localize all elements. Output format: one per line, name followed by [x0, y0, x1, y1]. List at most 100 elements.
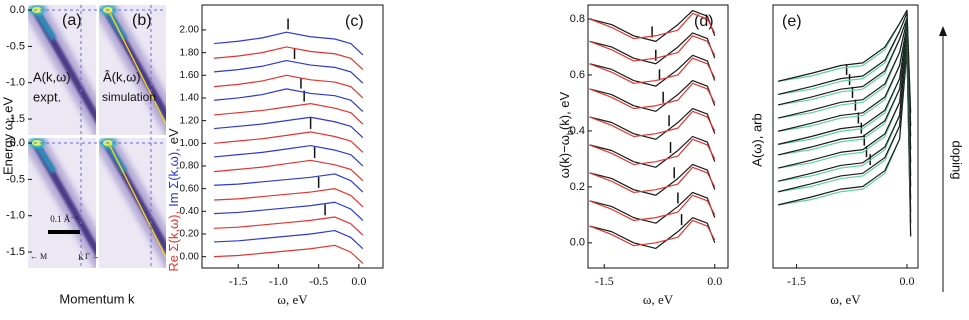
annotation: doping — [950, 140, 965, 179]
series-line — [214, 144, 364, 167]
panel-label: (a) — [62, 12, 82, 29]
y-tick-label: -1.5 — [6, 246, 25, 258]
x-axis-label: ω, eV — [830, 292, 861, 307]
y-tick-label: 1.00 — [180, 138, 200, 149]
y-tick-label: 0.60 — [180, 183, 200, 194]
y-tick-label: -0.5 — [6, 40, 25, 52]
y-tick-label: 0.0 — [570, 237, 585, 249]
x-tick-label: 0.0 — [707, 274, 722, 288]
series-line — [778, 9, 912, 113]
panel-label: (d) — [694, 13, 714, 30]
x-tick-label: 0.0 — [351, 274, 366, 288]
x-tick-label: -1.5 — [229, 274, 248, 288]
annotation: simulation — [102, 90, 156, 104]
series-line — [589, 12, 716, 40]
series-line — [214, 31, 364, 56]
x-tick-label: -1.5 — [787, 274, 806, 288]
y-axis-label-part: Im Σ(k,ω), — [166, 148, 181, 207]
x-axis-label: ω, eV — [643, 292, 674, 307]
x-axis-label: ω, eV — [277, 292, 308, 307]
y-tick-label: 0.40 — [180, 206, 200, 217]
series-line — [214, 131, 364, 153]
plot-frame — [587, 4, 729, 269]
series-line — [589, 166, 716, 194]
series-line — [589, 194, 716, 222]
series-line — [778, 17, 912, 137]
series-line — [214, 116, 364, 139]
y-tick-label: 1.20 — [180, 115, 200, 126]
annotation: Γ → — [85, 252, 100, 261]
y-tick-label: 1.60 — [180, 70, 200, 81]
panel-label: (c) — [345, 13, 364, 30]
series-line — [778, 28, 912, 176]
annotation: Â(k,ω) — [103, 69, 141, 84]
y-tick-label: 2.00 — [180, 25, 200, 36]
series-line — [589, 35, 716, 62]
y-tick-label: 0.20 — [180, 229, 200, 240]
y-axis-label: Energy ω, eV — [0, 97, 15, 175]
y-tick-label: 0.00 — [180, 251, 200, 262]
series-line — [778, 25, 912, 163]
annotation: K — [78, 253, 84, 262]
y-tick-label: -1.5 — [6, 113, 25, 125]
x-axis-label: Momentum k — [59, 291, 135, 306]
series-line — [778, 41, 912, 213]
plot-frame — [772, 4, 919, 269]
x-tick-label: -0.5 — [309, 274, 328, 288]
panel-label: (b) — [132, 12, 152, 29]
series-line — [214, 88, 364, 112]
series-line — [214, 59, 364, 84]
y-tick-label: -1.0 — [6, 77, 25, 89]
annotation: expt. — [33, 89, 61, 104]
y-tick-label: 0.8 — [570, 13, 585, 25]
y-tick-label: 0.0 — [10, 137, 25, 149]
y-tick-label: 1.40 — [180, 93, 200, 104]
panel-b-top — [94, 0, 166, 155]
series-line — [214, 46, 364, 71]
series-line — [214, 216, 364, 236]
y-axis-label: Re Σ(k,ω), Im Σ(k,ω), eV — [166, 128, 181, 272]
series-line — [214, 188, 364, 208]
y-axis-label: A(ω), arb — [749, 113, 764, 167]
y-tick-label: -1.0 — [6, 210, 25, 222]
x-tick-label: 0.0 — [899, 274, 914, 288]
doping-arrow — [939, 26, 947, 292]
annotation: A(k,ω) — [33, 69, 71, 84]
y-axis-label: ω(k)−ωb(k), eV — [557, 91, 575, 178]
series-line — [214, 159, 364, 182]
y-tick-label: 0.6 — [570, 69, 585, 81]
y-axis-label-part: Re Σ(k,ω), — [166, 211, 181, 272]
x-tick-label: -1.5 — [595, 274, 614, 288]
x-tick-label: -1.0 — [269, 274, 288, 288]
series-line — [778, 25, 912, 163]
panel-label: (e) — [782, 13, 802, 30]
series-line — [778, 20, 912, 150]
series-line — [778, 12, 912, 126]
dashed-guides — [28, 5, 166, 268]
series-line — [214, 74, 364, 99]
y-tick-label: 0.80 — [180, 161, 200, 172]
y-axis-label-part: b — [565, 130, 575, 135]
series-line — [214, 201, 364, 221]
panel-b-bottom — [94, 133, 166, 288]
series-line — [589, 138, 716, 166]
series-line — [589, 219, 716, 247]
y-tick-label: 0.0 — [10, 4, 25, 16]
series-line — [214, 229, 364, 250]
annotation: ← M — [30, 252, 47, 261]
y-tick-label: -0.5 — [6, 173, 25, 185]
series-line — [778, 17, 912, 137]
y-tick-label: 1.80 — [180, 47, 200, 58]
series-line — [589, 57, 716, 84]
y-tick-label: 0.2 — [570, 181, 585, 193]
y-axis-label-part: ω(k)−ω — [557, 135, 572, 178]
series-line — [214, 103, 364, 125]
annotation: 0.1 Å⁻¹ — [50, 214, 78, 224]
y-axis-label-part: eV — [166, 128, 181, 144]
y-tick-label: 0.4 — [570, 125, 585, 137]
series-line — [589, 82, 716, 110]
series-line — [214, 244, 364, 264]
y-axis-label-part: (k), eV — [557, 91, 572, 130]
series-line — [778, 33, 912, 187]
